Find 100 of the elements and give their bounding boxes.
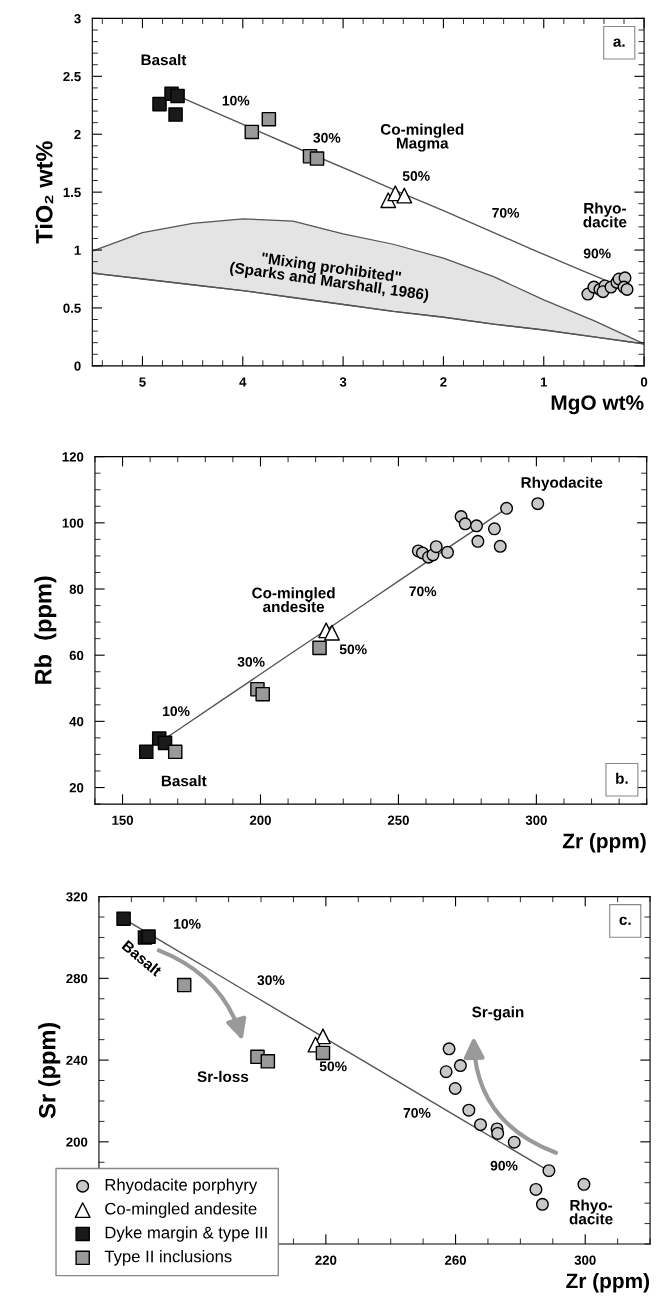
x-axis-title: MgO wt% bbox=[551, 395, 644, 415]
y-tick-label: 200 bbox=[66, 1137, 88, 1147]
y-axis-title: Rb (ppm) bbox=[34, 576, 57, 684]
point bbox=[138, 744, 154, 760]
point bbox=[429, 540, 443, 554]
point bbox=[168, 107, 183, 122]
annotation: c. bbox=[619, 916, 631, 926]
x-tick-label: 260 bbox=[444, 1255, 467, 1265]
y-tick-label: 3 bbox=[74, 13, 81, 24]
y-axis-title: Sr (ppm) bbox=[38, 1022, 61, 1119]
annotation: 50% bbox=[402, 171, 430, 181]
annotation: Co-mingled Magma bbox=[380, 123, 464, 152]
annotation: 70% bbox=[409, 586, 437, 597]
annotation: Basalt bbox=[141, 54, 187, 66]
point bbox=[493, 539, 507, 553]
annotation: 90% bbox=[490, 1160, 518, 1171]
annotation: Basalt bbox=[161, 775, 207, 787]
annotation: 10% bbox=[174, 918, 201, 929]
point bbox=[500, 501, 514, 515]
point bbox=[529, 1182, 543, 1196]
y-tick-label: 1 bbox=[74, 245, 81, 255]
x-tick-label: 0 bbox=[640, 377, 648, 387]
y-tick-label: 2.5 bbox=[63, 71, 81, 82]
annotation: 10% bbox=[222, 95, 250, 106]
y-tick-label: 2 bbox=[74, 129, 81, 140]
point bbox=[176, 977, 192, 993]
annotation: Rhyo- dacite bbox=[583, 202, 627, 228]
point bbox=[260, 1054, 276, 1069]
x-tick-label: 200 bbox=[249, 815, 271, 825]
annotation: Sr-gain bbox=[472, 1006, 524, 1021]
annotation: 50% bbox=[319, 1061, 347, 1072]
y-tick-label: 1.5 bbox=[63, 187, 81, 198]
point bbox=[167, 744, 183, 760]
point bbox=[577, 1177, 591, 1191]
x-tick-label: 1 bbox=[540, 377, 548, 387]
point bbox=[542, 1164, 556, 1178]
point bbox=[261, 111, 277, 127]
y-tick-label: 280 bbox=[66, 973, 88, 984]
point bbox=[535, 1197, 549, 1211]
point bbox=[396, 187, 413, 204]
legend-label: Dyke margin & type III bbox=[105, 1226, 267, 1242]
y-tick-label: 80 bbox=[69, 584, 84, 594]
x-tick-label: 3 bbox=[339, 377, 347, 387]
point bbox=[170, 88, 185, 104]
annotation: Rhyo- dacite bbox=[569, 1199, 613, 1225]
annotation: 10% bbox=[163, 706, 190, 717]
x-tick-label: 4 bbox=[239, 377, 247, 387]
point bbox=[507, 1135, 521, 1149]
x-tick-label: 2 bbox=[440, 377, 447, 387]
annotation: 30% bbox=[257, 975, 285, 986]
x-tick-label: 5 bbox=[139, 377, 146, 387]
point bbox=[312, 640, 327, 656]
point bbox=[470, 519, 484, 533]
point bbox=[458, 517, 472, 531]
point bbox=[491, 1126, 505, 1140]
y-tick-label: 100 bbox=[62, 518, 84, 528]
y-tick-label: 320 bbox=[66, 892, 88, 902]
annotation: 70% bbox=[492, 207, 520, 218]
annotation: Co-mingled andesite bbox=[252, 587, 335, 613]
point bbox=[439, 1065, 453, 1079]
x-axis-title: Zr (ppm) bbox=[562, 833, 646, 853]
annotation: 90% bbox=[583, 248, 611, 259]
y-tick-label: 60 bbox=[69, 650, 84, 661]
legend-label: Rhyodacite porphyry bbox=[105, 1178, 258, 1195]
point bbox=[442, 1042, 456, 1056]
y-tick-label: 120 bbox=[62, 452, 84, 462]
annotation: 30% bbox=[313, 132, 341, 143]
point bbox=[309, 151, 325, 166]
y-tick-label: 240 bbox=[66, 1055, 88, 1065]
x-tick-label: 220 bbox=[315, 1255, 337, 1265]
point bbox=[323, 624, 340, 641]
annotation: Rhyodacite bbox=[521, 476, 603, 491]
point bbox=[471, 534, 485, 548]
x-tick-label: 300 bbox=[525, 815, 547, 825]
annotation: 50% bbox=[339, 644, 367, 655]
x-axis-title: Zr (ppm) bbox=[566, 1272, 650, 1293]
point bbox=[487, 522, 501, 536]
point bbox=[474, 1118, 488, 1132]
legend-label: Type II inclusions bbox=[104, 1250, 232, 1266]
point bbox=[255, 686, 270, 702]
point bbox=[441, 545, 455, 559]
point bbox=[116, 911, 131, 926]
point bbox=[315, 1045, 331, 1061]
annotation: 30% bbox=[237, 656, 265, 667]
y-axis-title: TiO₂ wt% bbox=[35, 141, 54, 244]
y-tick-label: 0 bbox=[74, 361, 81, 371]
point bbox=[531, 497, 545, 511]
annotation: 70% bbox=[403, 1107, 431, 1118]
point bbox=[462, 1103, 476, 1117]
annotation: "Mixing prohibited" (Sparks and Marshall, 1986) bbox=[229, 251, 430, 304]
x-tick-label: 250 bbox=[387, 815, 409, 825]
x-tick-label: 150 bbox=[112, 815, 134, 825]
annotation: b. bbox=[616, 772, 628, 784]
point bbox=[453, 1059, 467, 1073]
y-tick-label: 0.5 bbox=[63, 303, 81, 313]
point bbox=[244, 124, 260, 140]
y-tick-label: 20 bbox=[69, 783, 84, 793]
annotation: Sr-loss bbox=[197, 1070, 249, 1083]
x-tick-label: 300 bbox=[574, 1255, 596, 1265]
y-tick-label: 40 bbox=[69, 716, 84, 727]
